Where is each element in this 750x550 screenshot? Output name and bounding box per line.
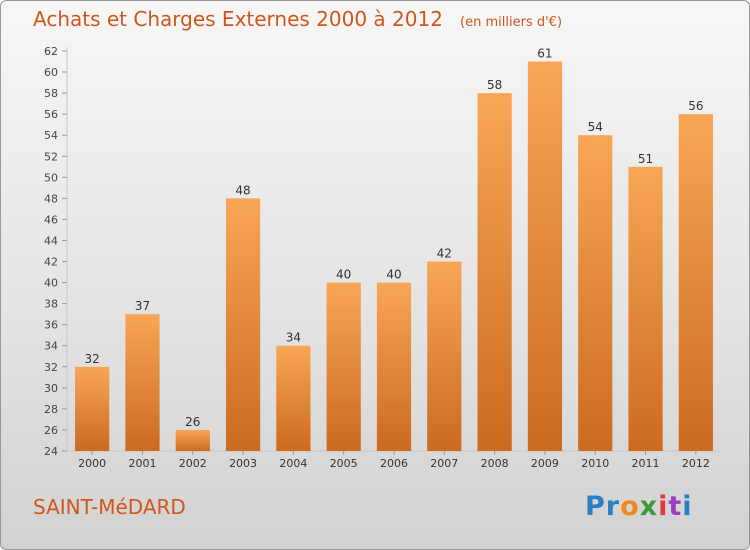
x-tick-label: 2007: [430, 457, 458, 470]
x-tick-label: 2009: [531, 457, 559, 470]
bar-value-label: 48: [235, 183, 250, 197]
bar: [477, 93, 512, 452]
y-tick-label: 28: [44, 403, 58, 416]
bar: [427, 261, 462, 451]
x-tick-label: 2012: [682, 457, 710, 470]
logo-letter: P: [585, 491, 606, 522]
bar-value-label: 51: [638, 152, 653, 166]
logo-letter: i: [682, 491, 693, 522]
axes: 24 26 28 30 32 34 36 38 40 42 44 46 48 50 52 54 56 58 60 62: [44, 45, 721, 458]
y-tick-label: 36: [44, 319, 58, 332]
x-tick-label: 2010: [581, 457, 609, 470]
y-tick-label: 30: [44, 382, 58, 395]
logo-letter: r: [605, 491, 621, 522]
y-tick-label: 34: [44, 340, 58, 353]
commune-name: SAINT-MéDARD: [33, 495, 186, 519]
x-tick-label: 2002: [179, 457, 207, 470]
labels: 32 2000 37 2001 26 2002 48 2003 34 2004 40 2005 40 20…: [78, 47, 710, 470]
x-tick-label: 2000: [78, 457, 106, 470]
y-tick-label: 46: [44, 213, 58, 226]
y-tick-label: 54: [44, 129, 58, 142]
bar: [75, 366, 110, 451]
bar-value-label: 32: [85, 352, 100, 366]
x-tick-label: 2003: [229, 457, 257, 470]
x-tick-label: 2005: [330, 457, 358, 470]
logo-letter: t: [668, 491, 683, 522]
bar: [125, 314, 160, 451]
y-tick-label: 32: [44, 361, 58, 374]
y-tick-label: 44: [44, 234, 58, 247]
y-tick-label: 62: [44, 45, 58, 58]
bar-value-label: 42: [437, 247, 452, 261]
bar: [326, 282, 361, 451]
logo-letter: x: [639, 491, 659, 522]
y-tick-label: 56: [44, 108, 58, 121]
bar-value-label: 34: [286, 331, 301, 345]
bars: [75, 61, 713, 452]
bar: [175, 429, 210, 451]
y-tick-label: 42: [44, 256, 58, 269]
x-tick-label: 2001: [128, 457, 156, 470]
chart-title: Achats et Charges Externes 2000 à 2012: [33, 7, 443, 31]
bar-value-label: 26: [185, 415, 200, 429]
y-tick-label: 40: [44, 277, 58, 290]
bar-value-label: 61: [537, 47, 552, 61]
y-tick-label: 48: [44, 192, 58, 205]
logo-letter: i: [658, 491, 669, 522]
bar-value-label: 37: [135, 299, 150, 313]
y-tick-label: 58: [44, 87, 58, 100]
x-tick-label: 2004: [279, 457, 307, 470]
bar: [376, 282, 412, 451]
bar-value-label: 40: [386, 268, 401, 282]
logo-letter: o: [620, 491, 640, 522]
bar: [276, 345, 311, 451]
x-tick-label: 2011: [632, 457, 660, 470]
x-tick-label: 2006: [380, 457, 408, 470]
bar: [628, 166, 663, 451]
y-tick-label: 50: [44, 171, 58, 184]
proxiti-logo: Proxiti: [585, 491, 693, 522]
y-tick-label: 52: [44, 150, 58, 163]
chart-subtitle: (en milliers d'€): [460, 15, 563, 30]
y-tick-label: 24: [44, 445, 58, 458]
bar: [678, 114, 713, 451]
y-tick-label: 38: [44, 298, 58, 311]
bar-value-label: 56: [688, 99, 703, 113]
bar: [527, 61, 563, 452]
bar: [225, 198, 261, 451]
chart-title-row: Achats et Charges Externes 2000 à 2012 (…: [33, 7, 562, 31]
x-tick-label: 2008: [481, 457, 509, 470]
y-tick-label: 60: [44, 66, 58, 79]
bar-value-label: 40: [336, 268, 351, 282]
bar-value-label: 58: [487, 78, 502, 92]
y-tick-label: 26: [44, 424, 58, 437]
bar-value-label: 54: [588, 120, 603, 134]
bar: [578, 135, 613, 452]
